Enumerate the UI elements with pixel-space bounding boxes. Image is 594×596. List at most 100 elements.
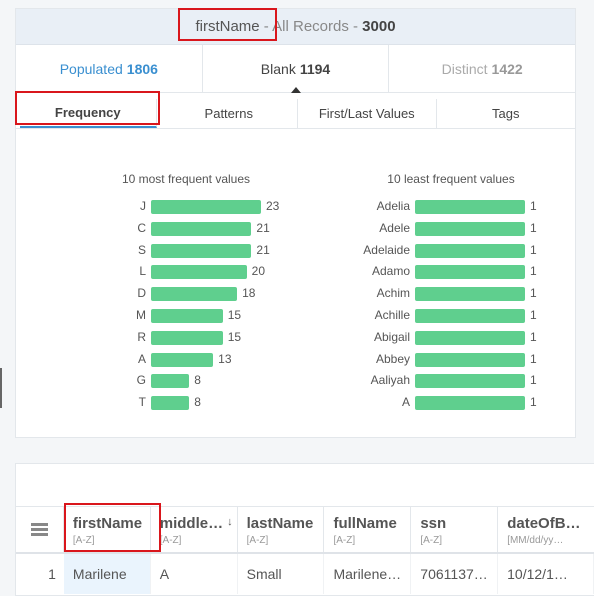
bar[interactable] <box>151 265 247 280</box>
chart-title: 10 most frequent values <box>121 172 251 186</box>
bar[interactable] <box>151 243 252 258</box>
bar[interactable] <box>415 396 525 411</box>
column-name: firstName <box>72 515 143 532</box>
category-label: A <box>401 395 410 410</box>
bar-value: 13 <box>218 351 232 366</box>
table-cell[interactable]: Small <box>238 554 325 594</box>
bar[interactable] <box>415 330 525 345</box>
bar-value: 21 <box>256 220 270 235</box>
column-header-middlename[interactable]: middle… [A-Z] ↓ <box>151 507 238 552</box>
bar-value: 15 <box>227 329 242 344</box>
bar-value: 23 <box>266 199 280 213</box>
column-header-lastname[interactable]: lastName [A-Z] <box>238 507 325 552</box>
table-cell[interactable]: 7061137… <box>411 554 499 594</box>
category-label: A <box>137 351 146 366</box>
column-type: [A-Z] <box>246 535 269 546</box>
sort-desc-arrow-icon[interactable]: ↓ <box>227 516 233 528</box>
column-type: [A-Z] <box>333 535 356 546</box>
stat-populated-label: Populated <box>59 60 123 77</box>
category-label: Adelaide <box>363 242 410 257</box>
column-type: [A-Z] <box>159 535 182 546</box>
bar[interactable] <box>151 287 238 302</box>
bar-value: 1 <box>530 286 537 301</box>
stats-bar: Populated 1806 Blank 1194 Distinct 1422 <box>16 45 575 93</box>
bar[interactable] <box>151 396 190 411</box>
bar[interactable] <box>415 287 525 302</box>
column-header-firstname[interactable]: firstName [A-Z] <box>64 507 151 552</box>
category-label: Aaliyah <box>370 373 410 388</box>
tab-tags[interactable]: Tags <box>492 106 520 121</box>
tab-patterns[interactable]: Patterns <box>161 99 299 128</box>
bar-value: 1 <box>530 395 537 410</box>
column-type: [A-Z] <box>420 535 443 546</box>
column-header-dateofbirth[interactable]: dateOfB… [MM/dd/yy… <box>498 507 594 552</box>
column-name: middle… <box>159 515 224 532</box>
category-label: M <box>136 308 146 322</box>
table-row[interactable]: 1 Marilene A Small Marilene… 7061137… 10… <box>16 554 594 594</box>
bar[interactable] <box>415 309 525 323</box>
row-number: 1 <box>48 566 56 582</box>
resize-handle[interactable] <box>0 368 2 408</box>
record-count: 3000 <box>362 18 396 35</box>
bar-value: 18 <box>242 286 256 301</box>
bar-value: 1 <box>530 373 537 388</box>
bar-value: 1 <box>530 351 537 366</box>
category-label: Adamo <box>371 264 410 279</box>
category-label: T <box>138 395 146 410</box>
table-cell[interactable]: Marilene <box>63 554 151 594</box>
bar[interactable] <box>151 330 223 345</box>
bar[interactable] <box>415 374 525 389</box>
category-label: L <box>139 264 146 279</box>
category-label: R <box>137 329 146 344</box>
bar[interactable] <box>415 221 525 236</box>
stat-blank-value: 1194 <box>299 60 331 77</box>
grid-header: firstName [A-Z] middle… [A-Z] ↓ lastName… <box>16 506 594 554</box>
bar[interactable] <box>415 265 525 280</box>
bar[interactable] <box>151 352 214 367</box>
category-label: J <box>140 199 146 213</box>
category-label: Adelia <box>376 199 410 213</box>
data-grid: firstName [A-Z] middle… [A-Z] ↓ lastName… <box>15 463 594 596</box>
column-name: fullName <box>333 515 397 532</box>
table-cell[interactable]: 10/12/1… <box>498 554 594 594</box>
column-header-ssn[interactable]: ssn [A-Z] <box>411 507 499 552</box>
bar[interactable] <box>151 309 223 323</box>
caret-up-icon <box>290 87 301 93</box>
stat-populated[interactable]: Populated 1806 <box>16 45 203 92</box>
tab-first-last-values[interactable]: First/Last Values <box>298 99 437 128</box>
menu-icon[interactable] <box>16 507 64 552</box>
tab-frequency[interactable]: Frequency <box>20 99 157 128</box>
table-cell[interactable]: Marilene… <box>324 554 412 594</box>
category-label: D <box>137 286 146 301</box>
bar[interactable] <box>151 200 261 214</box>
bar-value: 1 <box>530 329 537 344</box>
category-label: C <box>137 220 146 235</box>
category-label: G <box>136 373 146 388</box>
bar[interactable] <box>415 200 525 214</box>
bar[interactable] <box>151 374 190 389</box>
table-cell[interactable]: A <box>151 554 238 594</box>
column-header-fullname[interactable]: fullName [A-Z] <box>324 507 412 552</box>
category-label: Achille <box>374 308 410 322</box>
bar-value: 8 <box>194 395 201 410</box>
panel-header: firstName - All Records - 3000 <box>16 9 575 45</box>
bar-value: 1 <box>530 199 537 213</box>
bar-value: 20 <box>251 264 265 279</box>
column-type: [A-Z] <box>72 535 95 546</box>
stat-distinct[interactable]: Distinct 1422 <box>389 45 575 92</box>
bar-value: 1 <box>530 220 537 235</box>
bar-value: 21 <box>256 242 270 257</box>
stat-blank[interactable]: Blank 1194 <box>203 45 390 93</box>
bar[interactable] <box>415 243 525 258</box>
stat-distinct-value: 1422 <box>491 60 523 77</box>
category-label: S <box>137 242 146 257</box>
stat-distinct-label: Distinct <box>441 60 488 77</box>
bar-value: 15 <box>227 308 242 322</box>
bar-value: 8 <box>194 373 201 388</box>
bar-value: 1 <box>530 308 537 322</box>
bar[interactable] <box>415 352 525 367</box>
column-name: lastName <box>246 515 314 532</box>
header-separator: - All Records - <box>259 18 363 35</box>
bar[interactable] <box>151 221 252 236</box>
field-profile-panel: firstName - All Records - 3000 Populated… <box>15 8 576 438</box>
